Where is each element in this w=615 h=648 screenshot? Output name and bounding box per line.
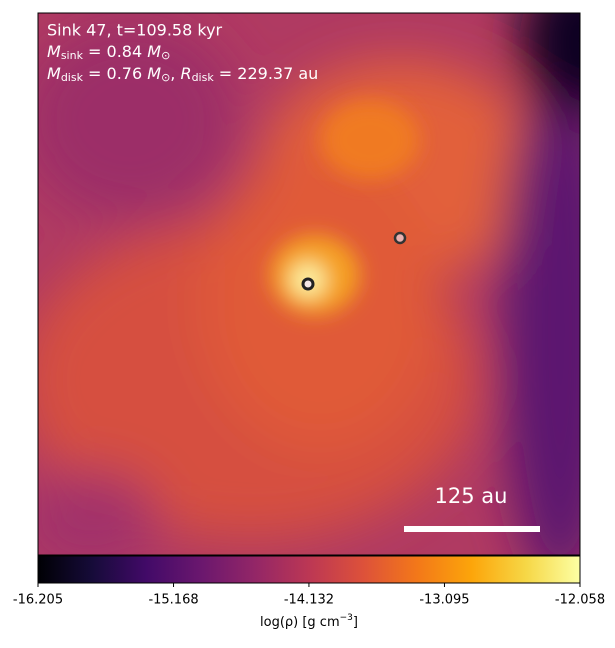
unit: M bbox=[147, 42, 161, 61]
frame bbox=[37, 12, 581, 556]
separator: , bbox=[170, 64, 180, 83]
colorbar-tick-label: -16.205 bbox=[13, 593, 63, 608]
symbol: M bbox=[47, 64, 61, 83]
label-end: ] bbox=[353, 615, 358, 630]
symbol: M bbox=[47, 42, 61, 61]
label-text: log(ρ) [g cm bbox=[260, 615, 340, 630]
colorbar-tick-label: -13.095 bbox=[419, 593, 469, 608]
subscript: disk bbox=[192, 71, 215, 84]
density-map bbox=[38, 13, 580, 555]
equals: = 229.37 au bbox=[214, 64, 319, 83]
colorbar-label: log(ρ) [g cm−3] bbox=[260, 613, 358, 630]
subscript: disk bbox=[61, 71, 84, 84]
colorbar bbox=[37, 555, 581, 584]
unit: M bbox=[147, 64, 161, 83]
scale-bar-label: 125 au bbox=[435, 484, 508, 508]
colorbar-tick-label: -15.168 bbox=[148, 593, 198, 608]
disk-info: Mdisk = 0.76 M⊙, Rdisk = 229.37 au bbox=[47, 64, 318, 85]
colorbar-tick-label: -14.132 bbox=[284, 593, 334, 608]
superscript: −3 bbox=[340, 613, 353, 623]
sink-mass: Msink = 0.84 M⊙ bbox=[47, 42, 170, 63]
sink-marker bbox=[393, 231, 407, 245]
symbol: R bbox=[180, 64, 191, 83]
equals: = 0.84 bbox=[83, 42, 147, 61]
subscript: ⊙ bbox=[161, 49, 170, 62]
sink-marker bbox=[301, 277, 315, 291]
scale-bar bbox=[404, 526, 540, 532]
title: Sink 47, t=109.58 kyr bbox=[47, 21, 223, 40]
equals: = 0.76 bbox=[83, 64, 147, 83]
colorbar-tick-label: -12.058 bbox=[555, 593, 605, 608]
subscript: sink bbox=[61, 49, 84, 62]
subscript: ⊙ bbox=[161, 71, 170, 84]
